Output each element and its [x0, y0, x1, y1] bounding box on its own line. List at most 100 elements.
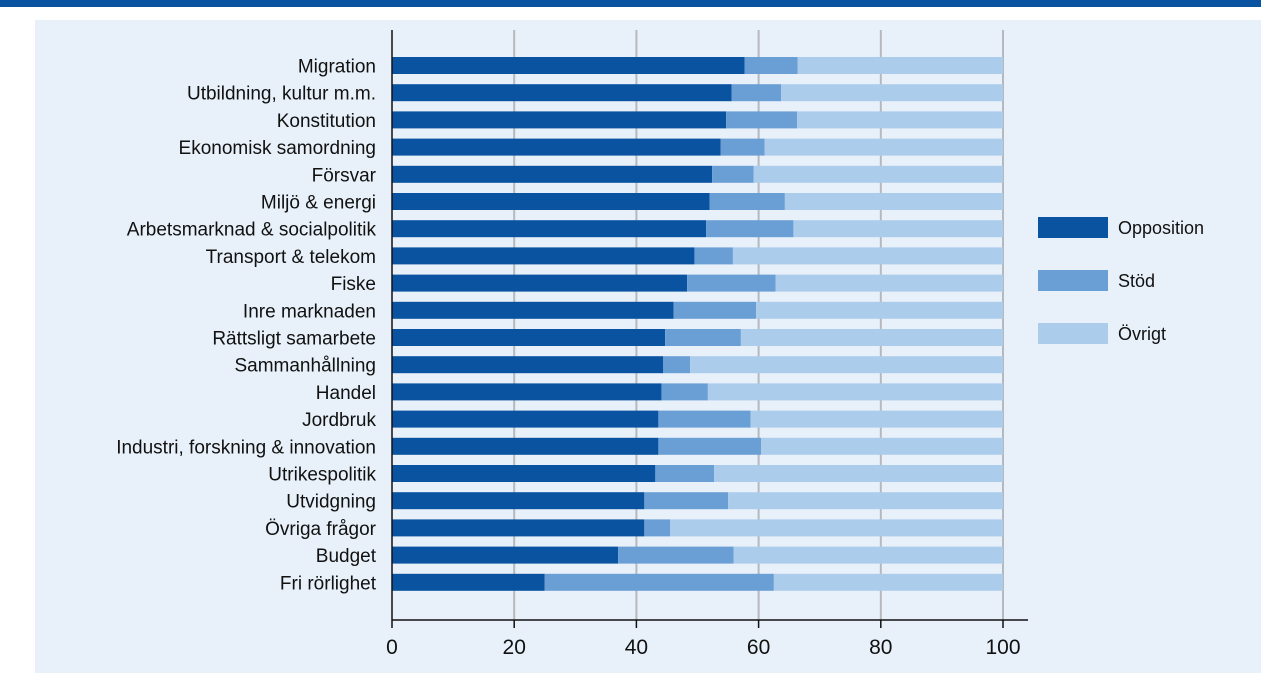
- bar-9-series-3: [775, 274, 1003, 292]
- bar-10-series-3: [756, 301, 1003, 319]
- bar-1-series-1: [392, 57, 745, 74]
- bar-15-series-2: [658, 437, 762, 455]
- bar-1-series-3: [797, 57, 1003, 74]
- bar-19-series-2: [618, 546, 734, 564]
- bar-1-series-2: [744, 57, 798, 74]
- category-label: Handel: [316, 383, 376, 404]
- bar-4-series-1: [392, 138, 721, 156]
- bar-16-series-1: [392, 465, 656, 482]
- category-label: Budget: [316, 546, 377, 567]
- bar-13-series-2: [661, 383, 708, 401]
- category-label: Rättsligt samarbete: [212, 329, 376, 350]
- bar-13-series-3: [707, 383, 1003, 401]
- chart-panel: [35, 20, 1261, 673]
- x-tick-label: 100: [985, 636, 1020, 659]
- x-tick-label: 60: [747, 636, 770, 659]
- category-label: Transport & telekom: [206, 247, 376, 268]
- bar-4-series-2: [720, 138, 765, 156]
- bar-8-series-1: [392, 247, 695, 265]
- bar-20-series-3: [773, 573, 1003, 591]
- bar-16-series-2: [655, 465, 714, 482]
- category-labels: Migration Utbildning, kultur m.m. Konstitu…: [116, 57, 377, 595]
- category-label: Utbildning, kultur m.m.: [187, 84, 376, 105]
- bar-3-series-3: [797, 111, 1003, 129]
- top-rule: [0, 0, 1261, 7]
- bar-6-series-1: [392, 193, 710, 210]
- bar-13-series-1: [392, 383, 662, 401]
- category-label: Utvidgning: [286, 492, 376, 513]
- bar-15-series-1: [392, 437, 659, 455]
- bar-2-series-3: [781, 84, 1003, 102]
- bar-8-series-2: [694, 247, 733, 265]
- x-tick-label: 40: [625, 636, 648, 659]
- bar-14-series-1: [392, 410, 659, 428]
- bar-16-series-3: [713, 465, 1003, 482]
- bar-3-series-2: [726, 111, 798, 129]
- legend-label: Stöd: [1118, 271, 1155, 291]
- bar-4-series-3: [764, 138, 1003, 156]
- bar-10-series-1: [392, 301, 674, 319]
- bar-17-series-1: [392, 492, 645, 510]
- category-label: Fri rörlighet: [280, 573, 377, 594]
- bar-7-series-3: [793, 220, 1003, 238]
- bar-11-series-3: [740, 329, 1003, 346]
- category-label: Utrikespolitik: [268, 465, 376, 486]
- category-label: Försvar: [312, 165, 377, 186]
- x-tick-label: 20: [503, 636, 526, 659]
- bar-18-series-3: [670, 519, 1003, 537]
- bar-2-series-1: [392, 84, 732, 102]
- bars: [392, 57, 1003, 591]
- bar-6-series-2: [709, 193, 785, 210]
- bar-10-series-2: [673, 301, 757, 319]
- bar-9-series-2: [687, 274, 776, 292]
- category-label: Miljö & energi: [261, 193, 376, 214]
- bar-12-series-1: [392, 356, 664, 374]
- bar-7-series-1: [392, 220, 707, 238]
- x-tick-labels: 0 20 40 60 80 100: [386, 636, 1020, 659]
- bar-11-series-1: [392, 329, 666, 346]
- legend-swatch-1: [1038, 217, 1108, 238]
- bar-11-series-2: [665, 329, 741, 346]
- category-label: Konstitution: [277, 111, 376, 132]
- category-label: Fiske: [331, 274, 376, 295]
- bar-17-series-3: [728, 492, 1003, 510]
- x-tick-label: 80: [869, 636, 892, 659]
- category-label: Industri, forskning & innovation: [116, 437, 376, 458]
- bar-19-series-3: [733, 546, 1003, 564]
- bar-14-series-3: [750, 410, 1003, 428]
- legend-label: Opposition: [1118, 218, 1204, 238]
- x-tick-label: 0: [386, 636, 398, 659]
- category-label: Sammanhållning: [234, 356, 376, 377]
- category-label: Jordbruk: [302, 410, 376, 431]
- legend: Opposition Stöd Övrigt: [1038, 217, 1204, 344]
- bar-5-series-2: [712, 165, 754, 183]
- bar-20-series-2: [544, 573, 774, 591]
- category-label: Övriga frågor: [265, 519, 377, 540]
- bar-2-series-2: [731, 84, 782, 102]
- bar-18-series-1: [392, 519, 645, 537]
- bar-7-series-2: [706, 220, 794, 238]
- legend-label: Övrigt: [1118, 324, 1166, 344]
- category-label: Ekonomisk samordning: [179, 138, 376, 159]
- bar-12-series-3: [690, 356, 1003, 374]
- bar-18-series-2: [644, 519, 671, 537]
- bar-5-series-3: [753, 165, 1003, 183]
- category-label: Inre marknaden: [243, 301, 376, 322]
- bar-3-series-1: [392, 111, 727, 129]
- bar-9-series-1: [392, 274, 688, 292]
- legend-swatch-2: [1038, 270, 1108, 291]
- axes: [391, 30, 1028, 628]
- bar-8-series-3: [732, 247, 1003, 265]
- category-label: Arbetsmarknad & socialpolitik: [127, 220, 377, 241]
- bar-14-series-2: [658, 410, 751, 428]
- bar-5-series-1: [392, 165, 713, 183]
- bar-12-series-2: [663, 356, 691, 374]
- bar-15-series-3: [761, 437, 1003, 455]
- bar-19-series-1: [392, 546, 619, 564]
- category-label: Migration: [298, 57, 376, 78]
- legend-swatch-3: [1038, 323, 1108, 344]
- bar-6-series-3: [784, 193, 1003, 210]
- bar-17-series-2: [644, 492, 729, 510]
